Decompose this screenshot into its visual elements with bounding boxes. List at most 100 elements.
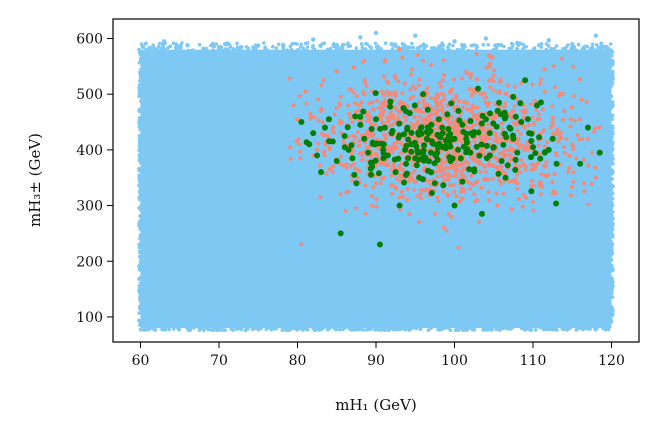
salmon-point	[523, 126, 527, 130]
salmon-point	[426, 114, 431, 119]
blue-point	[610, 203, 615, 208]
green-point	[373, 116, 379, 123]
blue-point	[502, 44, 506, 49]
blue-point	[537, 43, 541, 47]
blue-point	[256, 326, 261, 331]
blue-point	[590, 42, 595, 46]
salmon-point	[592, 129, 597, 134]
blue-point	[455, 47, 460, 52]
green-point	[365, 149, 372, 156]
x-tick-label: 120	[598, 353, 625, 369]
blue-point	[310, 37, 316, 42]
green-point	[437, 134, 444, 141]
blue-point	[185, 42, 190, 48]
salmon-point	[441, 172, 446, 177]
salmon-point	[356, 175, 360, 180]
blue-point	[610, 223, 615, 228]
blue-point	[593, 328, 598, 332]
salmon-point	[389, 110, 393, 115]
blue-point	[137, 249, 142, 254]
salmon-point	[459, 169, 464, 174]
salmon-point	[533, 162, 538, 167]
salmon-point	[434, 103, 439, 108]
green-point	[404, 126, 411, 133]
blue-point	[429, 326, 433, 331]
green-point	[368, 171, 375, 178]
blue-point	[373, 328, 377, 332]
salmon-point	[491, 88, 496, 93]
blue-point	[139, 207, 143, 212]
salmon-point	[416, 220, 421, 225]
green-point	[476, 152, 483, 159]
green-point	[425, 130, 432, 137]
blue-point	[139, 203, 143, 208]
salmon-point	[534, 107, 539, 112]
blue-point	[357, 326, 361, 330]
green-point	[490, 144, 497, 151]
blue-point	[376, 44, 381, 49]
blue-point	[410, 41, 414, 46]
blue-point	[274, 326, 279, 330]
salmon-point	[435, 95, 440, 100]
blue-point	[244, 45, 249, 49]
blue-point	[138, 233, 143, 237]
salmon-point	[338, 154, 343, 159]
blue-point	[373, 30, 379, 36]
salmon-point	[367, 101, 372, 106]
salmon-point	[575, 132, 580, 137]
green-point	[369, 139, 376, 146]
salmon-point	[544, 160, 549, 165]
blue-point	[322, 41, 327, 45]
blue-point	[441, 47, 445, 51]
salmon-point	[395, 146, 400, 150]
salmon-point	[478, 92, 483, 97]
blue-point	[609, 257, 614, 262]
blue-point	[610, 177, 614, 181]
blue-point	[137, 223, 141, 228]
blue-point	[204, 46, 209, 51]
salmon-point	[365, 118, 370, 123]
blue-point	[541, 327, 546, 332]
salmon-point	[501, 154, 506, 159]
blue-point	[320, 326, 324, 330]
green-point	[367, 165, 374, 172]
green-point	[512, 113, 519, 120]
salmon-point	[468, 125, 473, 130]
green-point	[341, 132, 348, 139]
blue-point	[139, 185, 143, 190]
salmon-point	[391, 116, 396, 121]
blue-point	[494, 327, 499, 331]
salmon-point	[384, 89, 389, 94]
salmon-point	[490, 163, 495, 168]
blue-point	[379, 47, 383, 51]
blue-point	[231, 47, 236, 51]
y-tick-label: 100	[76, 310, 103, 326]
blue-point	[610, 242, 615, 247]
green-point	[445, 126, 452, 132]
blue-point	[610, 58, 615, 63]
blue-point	[420, 43, 425, 48]
salmon-point	[445, 193, 450, 198]
salmon-point	[394, 186, 398, 191]
blue-point	[359, 42, 364, 46]
blue-point	[447, 42, 452, 47]
blue-point	[295, 50, 300, 55]
blue-point	[239, 45, 244, 49]
salmon-point	[370, 203, 374, 208]
salmon-point	[488, 85, 493, 90]
green-point	[447, 131, 454, 137]
salmon-point	[511, 108, 516, 113]
salmon-point	[311, 153, 316, 158]
salmon-point	[428, 182, 433, 187]
salmon-point	[400, 55, 405, 60]
blue-point	[138, 57, 143, 62]
green-point	[411, 102, 418, 109]
salmon-point	[500, 121, 505, 126]
green-point	[411, 139, 418, 146]
blue-point	[305, 45, 310, 49]
blue-point	[539, 45, 543, 49]
blue-point	[593, 33, 599, 38]
salmon-point	[397, 47, 402, 52]
salmon-point	[496, 140, 500, 144]
salmon-point	[380, 113, 385, 118]
